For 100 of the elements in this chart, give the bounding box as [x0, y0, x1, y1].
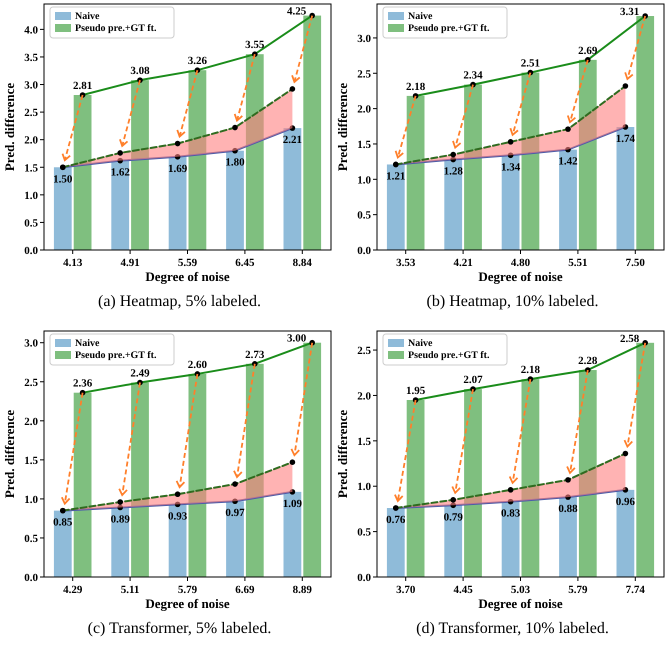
data-label: 0.76	[386, 514, 406, 526]
data-label: 1.09	[282, 498, 303, 510]
y-tick-label: 0.0	[357, 245, 372, 257]
text: (c) Transformer, 5% labeled.	[88, 620, 272, 637]
bar	[522, 72, 540, 250]
y-tick-label: 0.5	[357, 526, 372, 539]
data-label: 1.69	[168, 162, 188, 175]
data-label: 0.79	[444, 511, 464, 524]
data-label: 1.50	[53, 173, 73, 186]
data-label: 1.80	[225, 156, 246, 169]
legend-label: Naive	[75, 11, 100, 22]
y-tick-label: 3.5	[24, 52, 38, 64]
bar	[616, 490, 634, 577]
bar	[444, 505, 462, 577]
bar	[54, 167, 72, 250]
data-label: 0.96	[616, 496, 636, 508]
x-tick-label: 5.03	[510, 584, 531, 596]
legend-label: Pseudo pre.+GT ft.	[408, 23, 490, 34]
y-tick-label: 3.0	[24, 338, 38, 350]
x-tick-label: 6.45	[235, 257, 256, 269]
x-tick-label: 6.69	[235, 584, 256, 596]
y-tick-label: 2.5	[357, 68, 372, 80]
bar	[303, 16, 322, 250]
data-label: 1.21	[386, 170, 406, 182]
data-label: 0.89	[110, 513, 130, 526]
data-label: 0.85	[53, 516, 73, 529]
x-axis-title: Degree of noise	[145, 269, 230, 284]
x-tick-label: 3.53	[396, 257, 416, 269]
bar	[502, 502, 520, 577]
x-axis-title: Degree of noise	[145, 596, 230, 611]
bar	[188, 374, 206, 577]
x-tick-label: 4.21	[453, 257, 473, 269]
text: (b) Heatmap, 10% labeled.	[426, 293, 598, 310]
data-label: 2.21	[282, 134, 302, 146]
bar	[284, 128, 302, 250]
y-tick-label: 2.0	[357, 390, 372, 402]
x-tick-label: 7.50	[626, 257, 646, 269]
x-tick-label: 4.91	[120, 257, 140, 269]
bar	[386, 508, 405, 577]
y-tick-label: 3.0	[357, 32, 372, 45]
bar	[74, 95, 92, 250]
y-tick-label: 0.0	[24, 572, 38, 584]
bar	[464, 389, 482, 577]
bar	[559, 497, 577, 577]
y-axis-title: Pred. difference	[335, 82, 350, 172]
bar	[284, 492, 302, 577]
x-tick-label: 4.29	[63, 584, 83, 596]
bar	[226, 501, 244, 577]
bar	[636, 342, 654, 577]
data-label: 2.18	[520, 364, 541, 376]
text: (a) Heatmap, 5% labeled.	[98, 293, 262, 310]
bar	[386, 164, 405, 250]
y-tick-label: 0.0	[357, 572, 372, 584]
x-tick-label: 8.89	[292, 584, 312, 596]
bar	[111, 160, 130, 250]
legend-label: Pseudo pre.+GT ft.	[408, 350, 490, 361]
x-tick-label: 5.11	[120, 584, 140, 596]
bar	[464, 84, 482, 250]
bar	[406, 96, 424, 250]
y-tick-label: 0.5	[24, 217, 38, 230]
bar	[131, 80, 149, 250]
data-label: 0.83	[500, 508, 521, 520]
data-label: 2.49	[130, 368, 150, 380]
data-label: 2.28	[578, 355, 598, 368]
y-tick-label: 1.0	[357, 481, 372, 494]
y-tick-label: 2.5	[24, 376, 38, 389]
x-axis-title: Degree of noise	[478, 596, 563, 611]
y-axis-title: Pred. difference	[2, 410, 17, 498]
data-label: 0.88	[558, 503, 578, 516]
data-label: 0.93	[168, 510, 188, 522]
y-tick-label: 0.5	[24, 532, 38, 545]
y-tick-label: 2.0	[24, 416, 38, 428]
y-axis-title: Pred. difference	[335, 410, 350, 498]
bar	[578, 370, 597, 577]
bar	[246, 54, 264, 250]
bar	[226, 150, 244, 250]
data-label: 1.74	[616, 133, 636, 145]
data-label: 3.31	[620, 6, 640, 18]
bar	[74, 392, 92, 577]
x-tick-label: 5.79	[178, 584, 198, 596]
data-label: 2.81	[72, 80, 92, 92]
y-tick-label: 1.0	[24, 190, 38, 202]
y-tick-label: 4.0	[24, 24, 38, 36]
legend-label: Pseudo pre.+GT ft.	[75, 23, 157, 34]
x-tick-label: 4.13	[63, 257, 83, 269]
bar	[578, 60, 597, 250]
bar	[616, 127, 634, 250]
text: (d) Transformer, 10% labeled.	[416, 620, 609, 637]
x-tick-label: 5.59	[178, 257, 198, 269]
bar	[303, 342, 322, 577]
y-tick-label: 1.0	[357, 174, 372, 186]
data-label: 2.36	[72, 378, 93, 390]
data-label: 1.28	[444, 166, 464, 178]
bar	[131, 382, 149, 577]
data-label: 2.60	[188, 358, 208, 371]
y-tick-label: 2.5	[24, 107, 38, 120]
y-tick-label: 1.0	[24, 494, 38, 506]
y-tick-label: 1.5	[24, 454, 38, 467]
bar	[246, 364, 264, 577]
y-tick-label: 1.5	[24, 162, 38, 174]
